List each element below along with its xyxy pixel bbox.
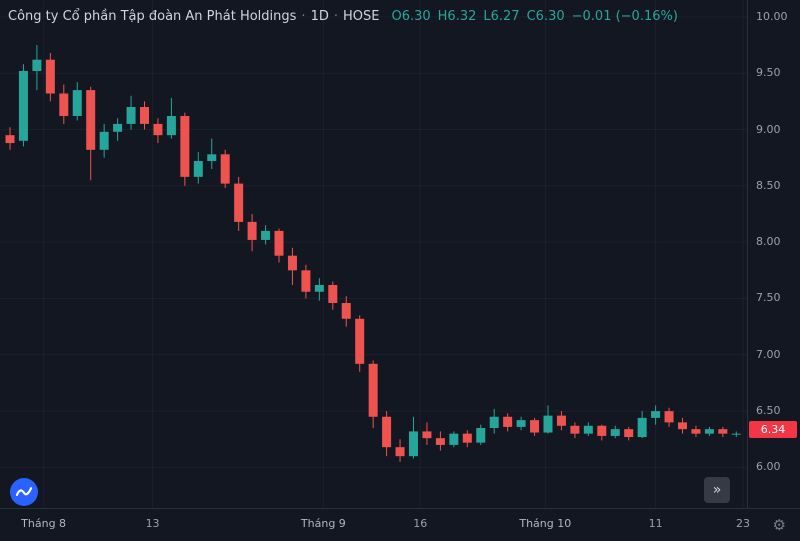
candle-body bbox=[382, 416, 392, 448]
candle-body bbox=[274, 230, 284, 256]
candle-body bbox=[234, 183, 244, 222]
logo-button[interactable] bbox=[10, 478, 38, 506]
high-value: H6.32 bbox=[437, 9, 477, 24]
candle-body bbox=[32, 59, 42, 71]
candle-body bbox=[301, 270, 311, 292]
candle-body bbox=[664, 411, 674, 423]
candle-body bbox=[462, 433, 472, 443]
candle-body bbox=[153, 123, 163, 136]
price-axis-label: 7.00 bbox=[756, 347, 781, 361]
open-value: O6.30 bbox=[391, 9, 431, 24]
candle-body bbox=[503, 416, 513, 427]
candle-body bbox=[368, 363, 378, 417]
close-value: C6.30 bbox=[526, 9, 565, 24]
candle-body bbox=[59, 93, 69, 117]
candlestick-plot-area[interactable] bbox=[0, 0, 747, 508]
candle-body bbox=[597, 425, 607, 436]
candle-body bbox=[328, 284, 338, 303]
candle-body bbox=[180, 116, 190, 177]
candle-body bbox=[86, 90, 96, 150]
candle-body bbox=[207, 154, 217, 162]
price-axis-label: 8.00 bbox=[756, 235, 781, 249]
candle-body bbox=[395, 447, 405, 457]
candle-body bbox=[193, 161, 203, 177]
candle-body bbox=[113, 123, 123, 132]
price-axis-label: 7.50 bbox=[756, 291, 781, 305]
candle-body bbox=[45, 59, 55, 94]
price-axis-label: 10.00 bbox=[756, 9, 788, 23]
candle-body bbox=[731, 433, 741, 435]
gear-icon[interactable]: ⚙ bbox=[772, 516, 786, 534]
symbol-title[interactable]: Công ty Cổ phần Tập đoàn An Phát Holding… bbox=[8, 9, 297, 24]
last-price-tag: 6.34 bbox=[749, 420, 797, 438]
candle-body bbox=[651, 411, 661, 418]
candle-body bbox=[718, 429, 728, 434]
candle-body bbox=[637, 417, 647, 438]
chart-legend: Công ty Cổ phần Tập đoàn An Phát Holding… bbox=[8, 9, 678, 27]
candle-body bbox=[489, 416, 499, 429]
candle-body bbox=[72, 90, 82, 117]
candle-body bbox=[166, 116, 176, 136]
candle-body bbox=[314, 284, 324, 292]
candle-body bbox=[556, 415, 566, 426]
candle-body bbox=[18, 70, 28, 141]
candle-body bbox=[516, 420, 526, 427]
candle-body bbox=[624, 429, 634, 438]
time-axis[interactable]: ⚙ Tháng 8 13 Tháng 9 16 Tháng 10 11 23 bbox=[0, 508, 800, 541]
price-axis-label: 6.50 bbox=[756, 404, 781, 418]
candle-body bbox=[355, 318, 365, 364]
candle-body bbox=[583, 425, 593, 434]
price-axis-label: 8.50 bbox=[756, 178, 781, 192]
interval-label[interactable]: 1D bbox=[310, 9, 329, 24]
price-axis[interactable]: 6.34 10.00 9.50 9.00 8.50 8.00 7.50 7.00 6.50 6.… bbox=[747, 0, 800, 508]
candle-body bbox=[140, 107, 149, 124]
candle-body bbox=[691, 429, 701, 434]
candle-body bbox=[5, 135, 15, 144]
time-axis-label: 23 bbox=[736, 517, 751, 530]
expand-toolbar-button[interactable]: » bbox=[704, 477, 730, 503]
candle-body bbox=[261, 230, 271, 240]
exchange-label: HOSE bbox=[342, 9, 380, 24]
low-value: L6.27 bbox=[483, 9, 520, 24]
time-axis-label: Tháng 10 bbox=[519, 517, 572, 530]
time-axis-label: Tháng 8 bbox=[21, 517, 67, 530]
separator-dot: · bbox=[301, 9, 306, 24]
candle-body bbox=[341, 302, 351, 319]
candle-body bbox=[530, 420, 540, 433]
candle-body bbox=[678, 422, 687, 430]
price-axis-label: 6.00 bbox=[756, 460, 781, 474]
time-axis-label: 13 bbox=[145, 517, 160, 530]
price-axis-label: 9.00 bbox=[756, 122, 781, 136]
candle-body bbox=[422, 431, 432, 439]
price-axis-label: 9.50 bbox=[756, 66, 781, 80]
time-axis-label: 11 bbox=[648, 517, 663, 530]
candle-body bbox=[543, 415, 553, 433]
time-axis-label: 16 bbox=[413, 517, 428, 530]
candle-body bbox=[126, 107, 136, 124]
candle-body bbox=[476, 428, 486, 443]
change-value: −0.01 (−0.16%) bbox=[571, 9, 678, 24]
candle-body bbox=[409, 431, 418, 457]
wave-logo-icon bbox=[15, 487, 33, 496]
candle-body bbox=[570, 425, 580, 434]
candle-body bbox=[287, 255, 297, 271]
candle-body bbox=[449, 433, 459, 445]
candle-body bbox=[99, 131, 109, 150]
candle-body bbox=[610, 429, 620, 436]
separator-dot: · bbox=[333, 9, 338, 24]
time-axis-label: Tháng 9 bbox=[300, 517, 346, 530]
candle-body bbox=[220, 154, 230, 184]
candle-body bbox=[704, 429, 714, 434]
candle-body bbox=[247, 221, 257, 240]
candle-body bbox=[435, 438, 445, 445]
